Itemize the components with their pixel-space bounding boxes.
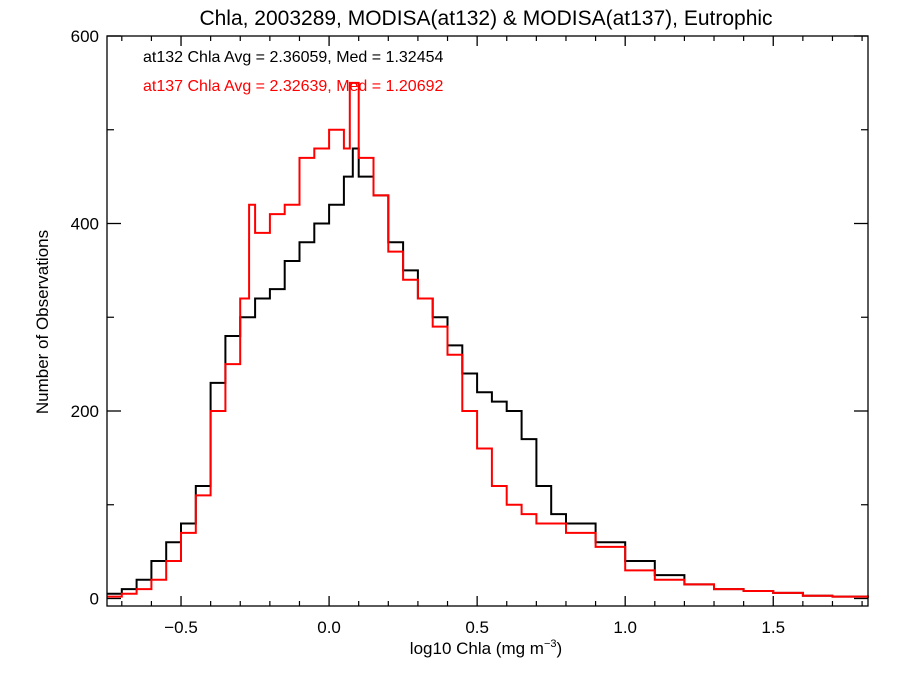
tick-layer: −0.5 0.0 0.5 1.0 1.5 0 200 400 600 [71, 27, 868, 637]
x-tick-label: 1.5 [761, 618, 785, 637]
y-tick-label: 200 [71, 402, 99, 421]
x-axis-label-close: ) [557, 639, 563, 658]
x-axis-label-text: log10 Chla (mg m [410, 639, 544, 658]
y-tick-label: 400 [71, 215, 99, 234]
chart-title: Chla, 2003289, MODISA(at132) & MODISA(at… [199, 7, 772, 30]
legend-at137: at137 Chla Avg = 2.32639, Med = 1.20692 [143, 78, 443, 95]
x-tick-label: 1.0 [613, 618, 637, 637]
x-tick-label: 0.0 [317, 618, 341, 637]
y-tick-label: 0 [90, 590, 99, 609]
series-line-1 [107, 81, 869, 598]
x-tick-label: −0.5 [164, 618, 198, 637]
x-axis-label-sup: −3 [544, 638, 557, 650]
legend-at132: at132 Chla Avg = 2.36059, Med = 1.32454 [143, 49, 443, 66]
series-line-0 [107, 147, 869, 598]
y-tick-label: 600 [71, 27, 99, 46]
plot-frame [106, 35, 869, 607]
x-axis-label: log10 Chla (mg m−3) [410, 638, 562, 658]
x-tick-label: 0.5 [465, 618, 489, 637]
series-layer [107, 81, 869, 598]
y-axis-label: Number of Observations [33, 230, 52, 414]
